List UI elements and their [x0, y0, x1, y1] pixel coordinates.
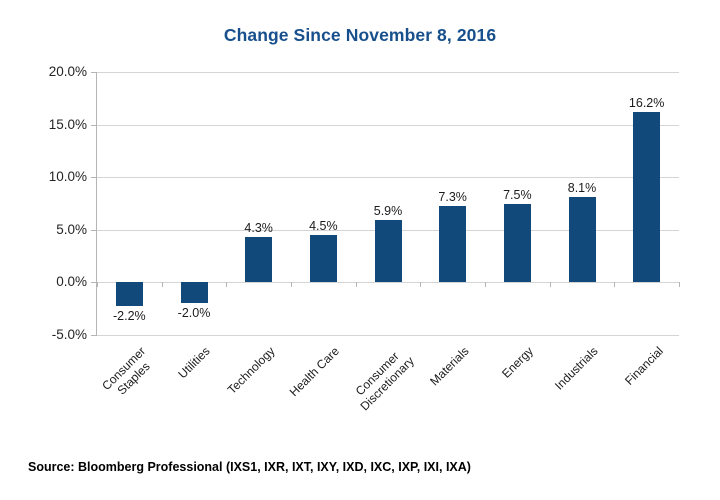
y-axis-tick	[91, 282, 97, 284]
bar	[503, 203, 531, 283]
bar	[374, 220, 402, 283]
bar-value-label: 4.5%	[309, 219, 338, 234]
bar-value-label: -2.0%	[177, 306, 211, 321]
y-axis-label: 20.0%	[48, 64, 87, 79]
x-category-label: Technology	[224, 344, 278, 397]
x-category-label: Consumer Staples	[99, 344, 153, 398]
y-axis-label: 10.0%	[48, 169, 87, 185]
gridline	[97, 282, 679, 284]
y-axis-label: 15.0%	[48, 116, 87, 132]
y-axis-label: 5.0%	[56, 221, 87, 237]
x-category-label: Consumer Discretionary	[352, 349, 418, 414]
gridline	[97, 124, 679, 126]
bar	[309, 235, 337, 283]
y-axis-tick	[91, 177, 97, 179]
gridline	[97, 177, 679, 179]
bar-value-label: 7.5%	[503, 187, 532, 202]
bar	[439, 205, 467, 283]
y-axis-label: -5.0%	[51, 327, 87, 342]
bar-value-label: 5.9%	[373, 204, 403, 219]
bar	[568, 197, 596, 283]
x-category-label: Industrials	[552, 344, 601, 393]
x-category-label: Energy	[499, 344, 537, 381]
x-category-label: Financial	[621, 344, 666, 388]
bar	[180, 282, 208, 304]
gridline	[97, 72, 679, 73]
source-note: Source: Bloomberg Professional (IXS1, IX…	[28, 460, 471, 474]
y-axis-label: 0.0%	[56, 274, 87, 290]
category-tick	[420, 282, 422, 288]
y-axis-tick	[91, 124, 97, 126]
category-tick	[549, 282, 551, 288]
category-tick	[355, 282, 357, 288]
y-axis-tick	[91, 229, 97, 231]
gridline	[97, 335, 679, 336]
category-tick	[291, 282, 292, 288]
chart-title: Change Since November 8, 2016	[223, 25, 497, 45]
category-tick	[485, 282, 486, 288]
bar	[115, 282, 143, 306]
bar-value-label: -2.2%	[113, 308, 146, 323]
category-tick	[614, 282, 616, 288]
x-category-label: Utilities	[175, 344, 213, 382]
category-tick	[161, 282, 163, 288]
plot-area: 20.0% 15.0% 10.0% 5.0% 0.0% -5.0% -2.2% Consume…	[49, 64, 680, 414]
category-tick	[226, 282, 228, 288]
y-axis-tick	[91, 335, 97, 336]
bar-value-label: 8.1%	[567, 181, 597, 196]
bar-value-label: 7.3%	[438, 189, 467, 204]
bar-value-label: 16.2%	[628, 95, 665, 110]
category-tick	[97, 282, 98, 288]
bar	[245, 237, 273, 283]
bar-value-label: 4.3%	[244, 221, 273, 236]
category-tick	[679, 282, 680, 288]
y-axis-tick	[91, 72, 97, 73]
x-category-label: Health Care	[287, 344, 343, 400]
x-category-label: Materials	[427, 344, 472, 389]
bar	[633, 111, 661, 283]
